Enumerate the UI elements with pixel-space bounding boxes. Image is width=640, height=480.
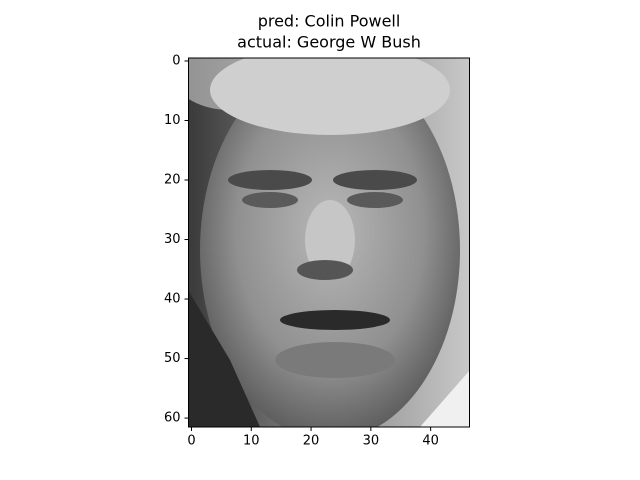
image [188,58,470,427]
title-line: actual: George W Bush [237,33,421,52]
y-tick-label: 30 [164,232,181,247]
x-tick-label: 20 [303,434,320,449]
y-tick-label: 20 [164,173,181,188]
x-tick-label: 0 [187,434,195,449]
x-tick-label: 10 [243,434,260,449]
y-tick-label: 50 [164,351,181,366]
y-tick-label: 60 [164,411,181,426]
y-tick-label: 40 [164,292,181,307]
y-tick-label: 10 [164,113,181,128]
x-tick-label: 40 [422,434,439,449]
axes-frame [188,57,470,428]
title-line: pred: Colin Powell [258,12,401,31]
x-tick-label: 30 [363,434,380,449]
y-tick-label: 0 [172,53,180,68]
